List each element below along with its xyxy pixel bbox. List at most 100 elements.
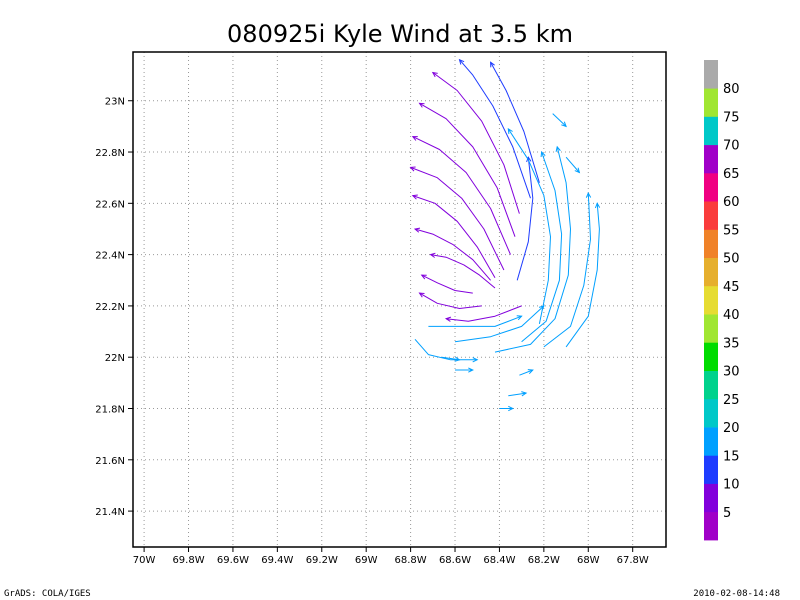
streamline-21 — [519, 369, 534, 376]
streamline-arrowhead-10 — [458, 58, 465, 65]
streamline-arrowhead-21 — [527, 369, 534, 375]
colorbar-swatch-10 — [704, 229, 718, 258]
streamline-13 — [507, 127, 551, 325]
streamline-6 — [431, 71, 520, 214]
colorbar-label-11: 60 — [723, 195, 740, 210]
x-tick-label-11: 67.8W — [617, 555, 649, 566]
streamline-arrowhead-20 — [594, 202, 601, 209]
streamline-12 — [516, 156, 534, 281]
colorbar-label-6: 35 — [723, 336, 740, 351]
streamline-arrowhead-2 — [411, 194, 418, 200]
streamline-arrowhead-0 — [429, 252, 436, 258]
streamline-15 — [494, 145, 571, 353]
streamline-23 — [499, 405, 514, 412]
streamline-27 — [565, 156, 581, 174]
streamline-14 — [521, 150, 563, 343]
streamline-16 — [454, 305, 545, 343]
colorbar-label-9: 50 — [723, 252, 740, 267]
colorbar-label-3: 20 — [723, 421, 740, 436]
streamline-20 — [565, 202, 601, 348]
streamline-17 — [428, 315, 523, 327]
colorbar-label-2: 15 — [723, 449, 740, 464]
y-tick-label-4: 22.2N — [95, 302, 125, 313]
streamline-arrowhead-23 — [508, 405, 514, 412]
streamline-8 — [418, 292, 482, 309]
streamline-arrowhead-18 — [472, 357, 479, 363]
streamline-arrowhead-12 — [526, 156, 532, 163]
colorbar-swatch-7 — [704, 314, 718, 343]
streamline-layer — [409, 58, 601, 412]
streamline-arrowhead-8 — [418, 292, 425, 298]
streamline-arrowhead-14 — [540, 150, 546, 158]
colorbar-swatch-15 — [704, 88, 718, 117]
streamline-arrowhead-5 — [418, 102, 425, 108]
streamline-24 — [455, 367, 474, 373]
x-tick-label-8: 68.4W — [483, 555, 515, 566]
streamline-arrowhead-7 — [420, 274, 427, 280]
streamline-arrowhead-27 — [574, 167, 581, 174]
x-axis-ticks: 70W 69.8W 69.6W 69.4W 69.2W 69W 68.8W 68.6W 68.4… — [133, 547, 649, 566]
colorbar-label-13: 70 — [723, 139, 740, 154]
streamline-arrowhead-11 — [490, 61, 495, 68]
streamline-arrowhead-13 — [507, 127, 513, 134]
y-tick-label-2: 21.8N — [95, 405, 125, 416]
colorbar-swatch-14 — [704, 116, 718, 146]
x-tick-label-6: 68.8W — [395, 555, 427, 566]
streamline-7 — [420, 274, 473, 294]
streamline-arrowhead-6 — [431, 71, 438, 78]
streamline-arrowhead-17 — [516, 315, 523, 321]
colorbar-swatch-0 — [704, 511, 718, 541]
x-tick-label-1: 69.8W — [172, 555, 204, 566]
colorbar-label-7: 40 — [723, 308, 740, 323]
y-tick-label-6: 22.6N — [95, 199, 125, 210]
footer-timestamp: 2010-02-08-14:48 — [693, 589, 780, 599]
colorbar-label-4: 25 — [723, 393, 740, 408]
streamline-1 — [413, 227, 491, 281]
streamline-arrowhead-9 — [444, 316, 452, 322]
streamline-2 — [411, 194, 496, 278]
chart-title: 080925i Kyle Wind at 3.5 km — [227, 20, 573, 48]
streamline-18 — [414, 338, 479, 363]
colorbar-swatch-9 — [704, 257, 718, 287]
y-tick-label-1: 21.6N — [95, 456, 125, 467]
colorbar-label-8: 45 — [723, 280, 740, 295]
streamline-5 — [418, 102, 516, 237]
x-tick-label-2: 69.6W — [217, 555, 249, 566]
y-tick-label-8: 23N — [105, 97, 125, 108]
x-tick-label-4: 69.2W — [306, 555, 338, 566]
colorbar-swatch-16 — [704, 60, 718, 89]
streamline-9 — [444, 305, 522, 322]
y-tick-label-7: 22.8N — [95, 148, 125, 159]
colorbar-swatch-2 — [704, 455, 718, 484]
colorbar-label-14: 75 — [723, 111, 740, 126]
colorbar-label-15: 80 — [723, 82, 740, 97]
streamline-4 — [411, 136, 511, 255]
grid-lines — [133, 52, 666, 547]
streamline-19 — [543, 191, 592, 348]
colorbar-swatch-12 — [704, 172, 718, 202]
colorbar-swatch-11 — [704, 201, 718, 230]
streamline-arrowhead-1 — [413, 227, 421, 233]
x-tick-label-9: 68.2W — [528, 555, 560, 566]
colorbar-label-12: 65 — [723, 167, 740, 182]
colorbar-swatch-13 — [704, 144, 718, 174]
x-tick-label-3: 69.4W — [261, 555, 293, 566]
y-tick-label-0: 21.4N — [95, 507, 125, 518]
streamline-26 — [552, 113, 567, 128]
colorbar: 5 10 15 20 25 30 35 40 45 50 55 60 65 70 75 80 — [704, 60, 740, 541]
colorbar-swatch-5 — [704, 370, 718, 400]
colorbar-label-10: 55 — [723, 223, 740, 238]
streamline-arrowhead-19 — [585, 191, 592, 198]
streamline-10 — [458, 58, 531, 199]
plot-frame — [132, 51, 667, 548]
y-axis-ticks: 21.4N 21.6N 21.8N 22N 22.2N 22.4N 22.6N 22.8N 23… — [95, 97, 133, 518]
colorbar-label-1: 10 — [723, 478, 740, 493]
streamline-11 — [490, 61, 540, 183]
colorbar-swatch-6 — [704, 342, 718, 371]
streamline-arrowhead-22 — [521, 391, 528, 397]
streamline-arrowhead-4 — [411, 136, 418, 141]
y-tick-label-5: 22.4N — [95, 251, 125, 262]
y-tick-label-3: 22N — [105, 353, 125, 364]
streamline-arrowhead-24 — [468, 367, 474, 373]
